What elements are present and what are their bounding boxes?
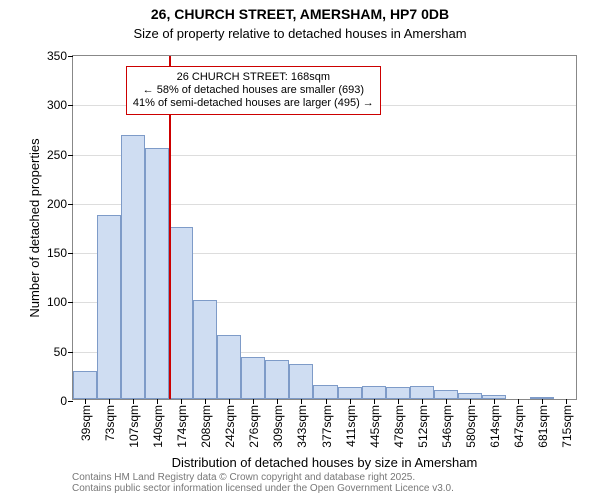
y-tick-label: 100 [47,295,73,309]
bar [169,227,193,400]
x-tick-label: 208sqm [197,405,213,448]
x-tick [566,399,567,404]
chart-title: 26, CHURCH STREET, AMERSHAM, HP7 0DB [0,6,600,22]
bar [289,364,313,399]
x-tick-label: 343sqm [293,405,309,448]
bar [265,360,289,399]
footer-attribution: Contains HM Land Registry data © Crown c… [72,472,600,494]
bar [362,386,386,399]
x-tick [157,399,158,404]
x-tick-label: 512sqm [414,405,430,448]
bar [97,215,121,399]
x-tick [181,399,182,404]
x-tick [542,399,543,404]
annotation-line: 26 CHURCH STREET: 168sqm [133,71,374,84]
y-axis-title: Number of detached properties [27,138,42,317]
bar [193,300,217,399]
x-tick-label: 174sqm [173,405,189,448]
x-tick [253,399,254,404]
x-tick-label: 614sqm [486,405,502,448]
annotation-line: 41% of semi-detached houses are larger (… [133,97,374,110]
x-tick-label: 546sqm [438,405,454,448]
bar [434,390,458,399]
x-tick [398,399,399,404]
y-tick-label: 50 [54,345,73,359]
bar [121,135,145,399]
bar [338,387,362,399]
x-tick [518,399,519,404]
x-tick [350,399,351,404]
x-tick-label: 411sqm [342,405,358,447]
y-tick-label: 200 [47,197,73,211]
y-tick-label: 250 [47,148,73,162]
annotation-line: ← 58% of detached houses are smaller (69… [133,84,374,97]
x-tick-label: 309sqm [269,405,285,448]
x-tick-label: 242sqm [221,405,237,448]
y-tick-label: 300 [47,98,73,112]
x-tick-label: 377sqm [318,405,334,448]
x-tick-label: 715sqm [558,405,574,448]
x-tick-label: 478sqm [390,405,406,448]
y-tick-label: 150 [47,246,73,260]
x-tick [205,399,206,404]
x-tick-label: 107sqm [125,405,141,448]
y-tick-label: 0 [60,394,73,408]
x-tick-label: 39sqm [77,405,93,441]
x-tick-label: 580sqm [462,405,478,448]
bar [313,385,337,399]
bar [386,387,410,399]
x-tick [446,399,447,404]
x-tick [422,399,423,404]
bar [217,335,241,399]
footer-line: Contains HM Land Registry data © Crown c… [72,472,600,483]
x-tick [85,399,86,404]
chart-subtitle: Size of property relative to detached ho… [0,26,600,41]
x-axis-title: Distribution of detached houses by size … [72,455,577,470]
x-tick-label: 681sqm [534,405,550,448]
x-tick [470,399,471,404]
x-tick [229,399,230,404]
x-tick [109,399,110,404]
annotation-box: 26 CHURCH STREET: 168sqm← 58% of detache… [126,66,381,116]
bar [73,371,97,399]
x-tick-label: 73sqm [101,405,117,441]
x-tick [277,399,278,404]
histogram-chart: 26, CHURCH STREET, AMERSHAM, HP7 0DB Siz… [0,0,600,500]
x-tick-label: 445sqm [366,405,382,448]
footer-line: Contains public sector information licen… [72,483,600,494]
y-tick-label: 350 [47,49,73,63]
bar [241,357,265,399]
x-tick [494,399,495,404]
x-tick [326,399,327,404]
plot-area: 05010015020025030035039sqm73sqm107sqm140… [72,55,577,400]
x-tick-label: 647sqm [510,405,526,448]
x-tick-label: 276sqm [245,405,261,448]
bar [145,148,169,399]
bar [410,386,434,399]
x-tick-label: 140sqm [149,405,165,448]
x-tick [133,399,134,404]
x-tick [301,399,302,404]
x-tick [374,399,375,404]
